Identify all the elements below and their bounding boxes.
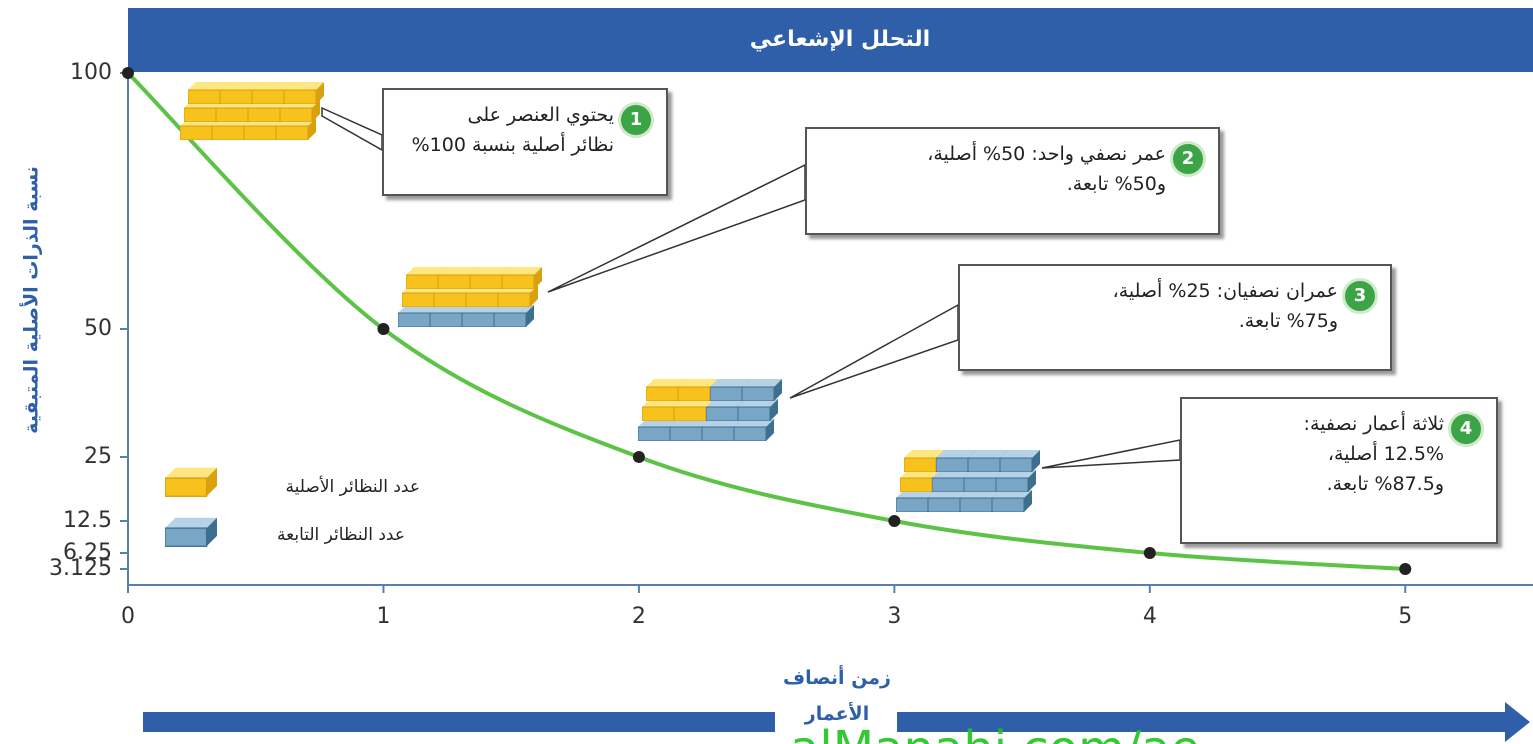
time-arrow: [143, 712, 775, 732]
legend-label: عدد النظائر التابعة: [277, 525, 405, 545]
daughter-brick: [992, 490, 1032, 512]
isotope-group: [638, 379, 782, 441]
callout-text: و75% تابعة.: [974, 306, 1338, 336]
page: التحلل الإشعاعي نسبة الذرات الأصلية المت…: [0, 0, 1533, 744]
chart: التحلل الإشعاعي نسبة الذرات الأصلية المت…: [0, 0, 1533, 744]
y-axis-label: نسبة الذرات الأصلية المتبقية: [20, 166, 43, 434]
callout-text: يحتوي العنصر على: [398, 100, 614, 130]
x-tick-label: 0: [121, 604, 135, 629]
legend-icon: [165, 468, 217, 497]
y-tick-label: 25: [84, 444, 112, 469]
callout-text: عمران نصفيان: 25% أصلية،: [974, 276, 1338, 306]
data-point: [633, 451, 645, 463]
x-tick-label: 1: [376, 604, 390, 629]
callout-text: ثلاثة أعمار نصفية:: [1196, 409, 1444, 439]
legend-icon: [165, 518, 217, 547]
x-tick-label: 3: [887, 604, 901, 629]
callout-text: عمر نصفي واحد: 50% أصلية،: [821, 139, 1166, 169]
callout-number: 1: [618, 102, 654, 138]
pointer: [790, 305, 958, 398]
daughter-brick: [738, 399, 778, 421]
pointer: [1042, 440, 1180, 468]
arrow-head: [1505, 702, 1530, 742]
parent-brick: [502, 267, 542, 289]
parent-brick: [284, 82, 324, 104]
callout-text: و50% تابعة.: [821, 169, 1166, 199]
daughter-brick: [494, 305, 534, 327]
daughter-brick: [996, 470, 1036, 492]
daughter-brick: [742, 379, 782, 401]
daughter-brick: [734, 419, 774, 441]
y-tick-label: 12.5: [63, 508, 112, 533]
isotope-group: [896, 450, 1040, 512]
data-point: [888, 515, 900, 527]
data-point: [1399, 563, 1411, 575]
y-tick-label: 100: [70, 60, 112, 85]
callout-number: 4: [1448, 411, 1484, 447]
callout-number: 3: [1342, 278, 1378, 314]
x-tick-label: 4: [1143, 604, 1157, 629]
legend-label: عدد النظائر الأصلية: [286, 476, 420, 497]
x-tick-label: 2: [632, 604, 646, 629]
data-point: [122, 67, 134, 79]
y-tick-label: 50: [84, 316, 112, 341]
y-tick-label: 3.125: [49, 556, 112, 581]
daughter-brick: [1000, 450, 1040, 472]
data-point: [1144, 547, 1156, 559]
x-tick-label: 5: [1398, 604, 1412, 629]
pointer: [322, 108, 382, 150]
x-axis-label: زمن أنصاف الأعمار: [778, 660, 896, 732]
chart-title: التحلل الإشعاعي: [750, 27, 930, 52]
callout-number: 2: [1170, 141, 1206, 177]
callout-text: 12.5% أصلية،: [1196, 439, 1444, 469]
callout-text: و87.5% تابعة.: [1196, 469, 1444, 499]
callout-text: نظائر أصلية بنسبة 100%: [398, 130, 614, 160]
isotope-group: [398, 267, 542, 327]
isotope-group: [180, 82, 324, 140]
data-point: [377, 323, 389, 335]
